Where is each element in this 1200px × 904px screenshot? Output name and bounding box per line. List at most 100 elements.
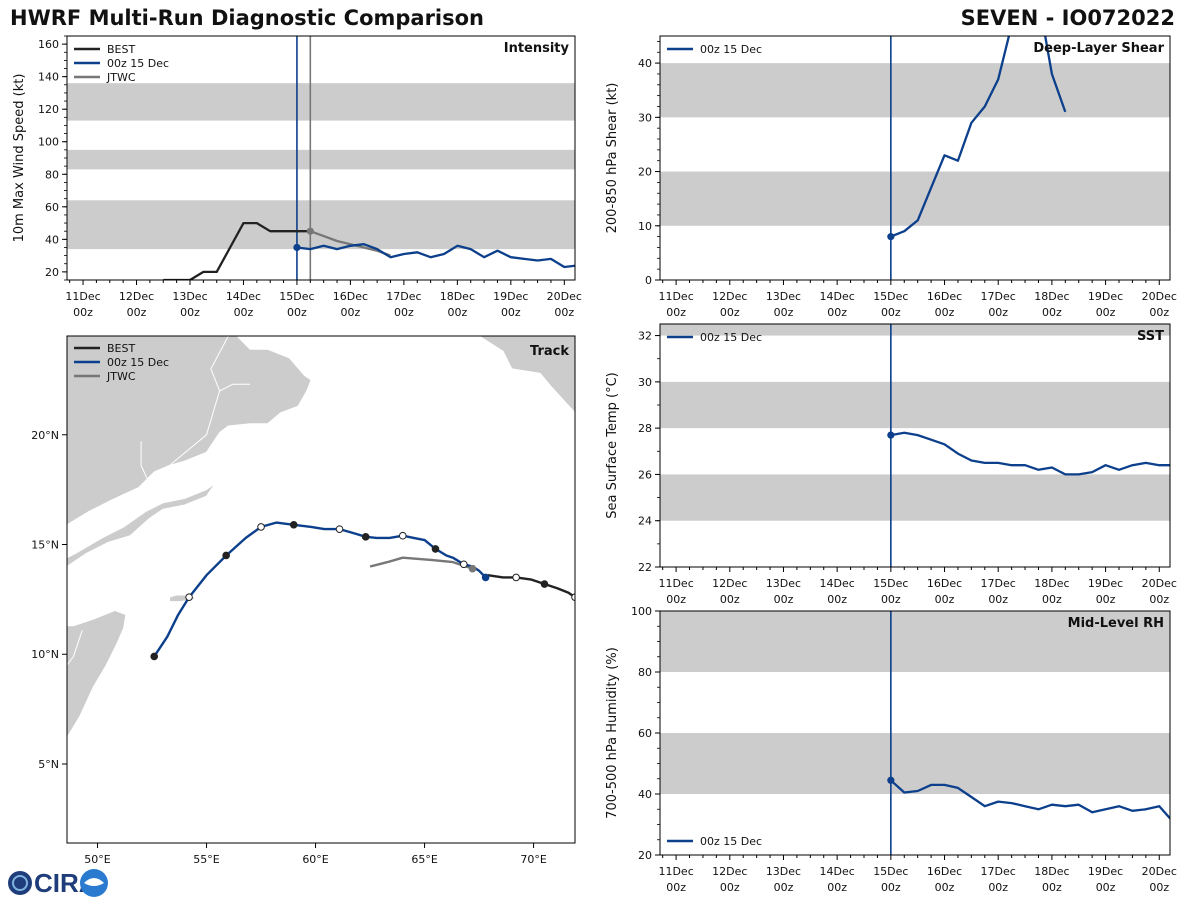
track-line-jtwc [369,556,473,570]
intensity-x-tick-hour: 00z [394,306,414,319]
intensity-band [67,149,575,170]
shear-y-tick-label: 0 [645,274,652,287]
track-y-tick-label: 15°N [31,539,59,552]
intensity-x-tick-hour: 00z [73,306,93,319]
intensity-band [67,200,575,250]
intensity-plot-area [67,36,575,280]
sst-y-tick-label: 28 [638,422,652,435]
intensity-y-tick-label: 80 [45,168,59,181]
intensity-x-tick-label: 20Dec [547,290,582,303]
sst-y-tick-label: 32 [638,330,652,343]
shear-x-tick-hour: 00z [988,306,1008,319]
country-border [140,441,155,510]
track-point-run-12h [335,525,344,533]
intensity-x-tick-hour: 00z [501,306,521,319]
intensity-x-tick-label: 15Dec [279,290,314,303]
shear-y-axis-label: 200-850 hPa Shear (kt) [605,83,620,234]
rh-series-run [890,779,1170,821]
track-x-tick-label: 60°E [302,853,328,866]
sst-frame [659,323,1171,568]
land-mass [478,336,575,414]
shear-x-tick-hour: 00z [720,306,740,319]
shear-y-tick-label: 40 [638,57,652,70]
track-point-best-12h [571,593,575,601]
track-x-tick-label: 50°E [84,853,110,866]
rh-x-tick-hour: 00z [988,881,1008,894]
sst-x-tick-label: 11Dec [658,577,693,590]
track-point-run-24h [289,520,298,529]
shear-y-tick-label: 30 [638,111,652,124]
shear-band [660,171,1170,226]
shear-x-tick-label: 20Dec [1142,290,1177,303]
shear-x-tick-hour: 00z [935,306,955,319]
rh-point-run [887,776,895,784]
shear-plot-area [660,36,1170,280]
shear-point-run [887,233,895,241]
intensity-y-tick-label: 140 [38,71,59,84]
legend-label-jtwc: JTWC [106,370,136,383]
rh-x-tick-hour: 00z [881,881,901,894]
intensity-point-run [293,243,301,252]
intensity-y-tick-label: 60 [45,201,59,214]
sst-x-tick-label: 19Dec [1088,577,1123,590]
track-plot-area [67,336,575,739]
intensity-x-tick-hour: 00z [127,306,147,319]
intensity-series-run [296,243,575,269]
legend-label-run: 00z 15 Dec [107,356,169,369]
intensity-y-tick-label: 120 [38,103,59,116]
shear-x-tick-label: 12Dec [712,290,747,303]
legend-label-jtwc: JTWC [106,71,136,84]
track-line-best [487,574,575,599]
shear-x-tick-hour: 00z [827,306,847,319]
rh-x-tick-hour: 00z [1042,881,1062,894]
track-x-tick-label: 55°E [193,853,219,866]
shear-y-tick-label: 10 [638,220,652,233]
shear-x-tick-label: 18Dec [1034,290,1069,303]
track-y-tick-label: 10°N [31,648,59,661]
cira-globe-icon [8,871,32,895]
sst-x-tick-hour: 00z [827,593,847,606]
cira-logo: CIRA [4,866,114,904]
sst-band [660,474,1170,521]
land-mass [67,482,216,568]
track-point-best-24h [540,580,549,588]
sst-x-tick-hour: 00z [720,593,740,606]
intensity-series-best [163,221,311,280]
sst-x-tick-hour: 00z [1042,593,1062,606]
sst-point-run [887,431,895,439]
rh-x-tick-label: 13Dec [766,865,801,878]
track-point-run-24h [222,551,230,560]
track-x-tick-label: 65°E [411,853,437,866]
sst-x-tick-hour: 00z [1096,593,1116,606]
track-point-best-12h [512,573,520,582]
track-y-tick-label: 5°N [38,758,59,771]
track-x-tick-label: 70°E [520,853,546,866]
track-frame [66,335,576,844]
sst-y-tick-label: 30 [638,376,652,389]
shear-x-tick-label: 14Dec [820,290,855,303]
rh-panel-title: Mid-Level RH [1068,616,1164,631]
intensity-x-tick-hour: 00z [180,306,200,319]
rh-x-tick-label: 14Dec [820,865,855,878]
shear-x-tick-label: 19Dec [1088,290,1123,303]
sst-x-tick-label: 20Dec [1142,577,1177,590]
cira-logo-image: CIRA [8,868,108,898]
country-border [219,383,251,392]
track-point-run-12h [257,523,265,531]
rh-x-tick-label: 12Dec [712,865,747,878]
rh-x-tick-label: 17Dec [981,865,1016,878]
rh-y-tick-label: 100 [631,605,652,618]
sst-x-tick-label: 16Dec [927,577,962,590]
rh-x-tick-label: 11Dec [658,865,693,878]
shear-series-run [890,36,1067,238]
intensity-x-tick-label: 18Dec [440,290,475,303]
sst-x-tick-hour: 00z [935,593,955,606]
rh-x-tick-label: 20Dec [1142,865,1177,878]
sst-band [660,381,1170,429]
sst-y-tick-label: 26 [638,468,652,481]
figure-title: HWRF Multi-Run Diagnostic Comparison [10,6,485,30]
rh-x-tick-hour: 00z [935,881,955,894]
shear-x-tick-label: 16Dec [927,290,962,303]
rh-band [660,611,1170,672]
sst-plot-area [660,324,1170,567]
